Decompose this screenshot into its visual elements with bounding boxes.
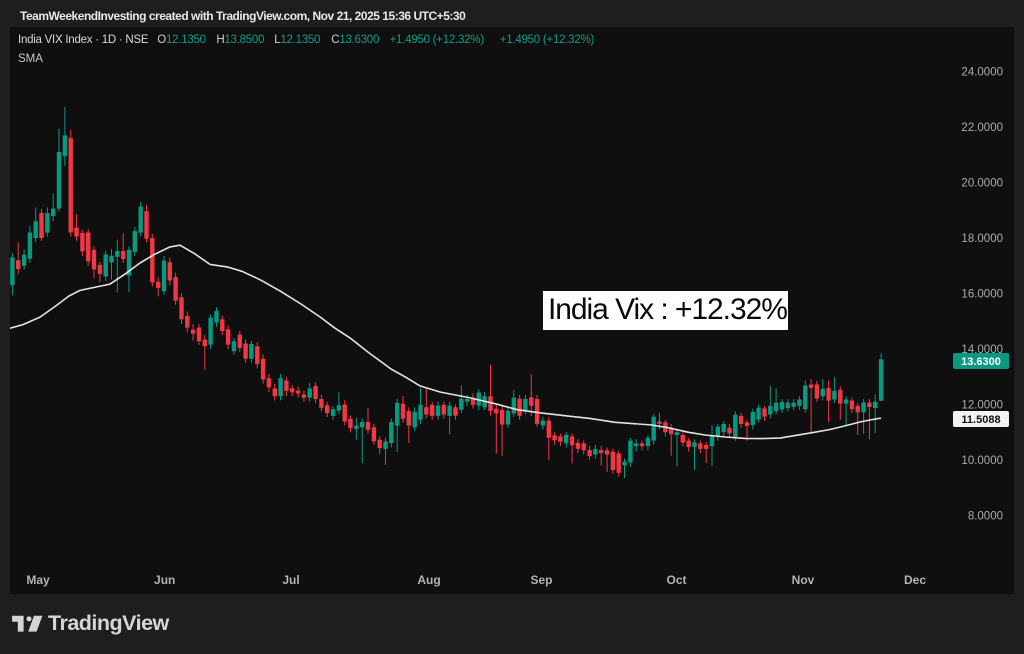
svg-text:18.0000: 18.0000 [961,233,1003,245]
svg-text:May: May [26,573,50,587]
svg-text:24.0000: 24.0000 [961,67,1003,79]
svg-text:8.0000: 8.0000 [968,511,1003,523]
svg-text:12.0000: 12.0000 [961,400,1003,412]
svg-text:Jun: Jun [154,573,175,587]
svg-text:Jul: Jul [282,573,299,587]
svg-text:Nov: Nov [792,573,815,587]
svg-text:10.0000: 10.0000 [961,455,1003,467]
svg-text:Dec: Dec [904,573,926,587]
svg-text:Aug: Aug [417,573,440,587]
svg-text:20.0000: 20.0000 [961,178,1003,190]
svg-text:16.0000: 16.0000 [961,289,1003,301]
svg-text:11.5088: 11.5088 [961,414,1000,426]
svg-text:13.6300: 13.6300 [961,356,1001,368]
svg-text:Oct: Oct [666,573,686,587]
svg-text:Sep: Sep [530,573,552,587]
svg-text:22.0000: 22.0000 [961,122,1003,134]
